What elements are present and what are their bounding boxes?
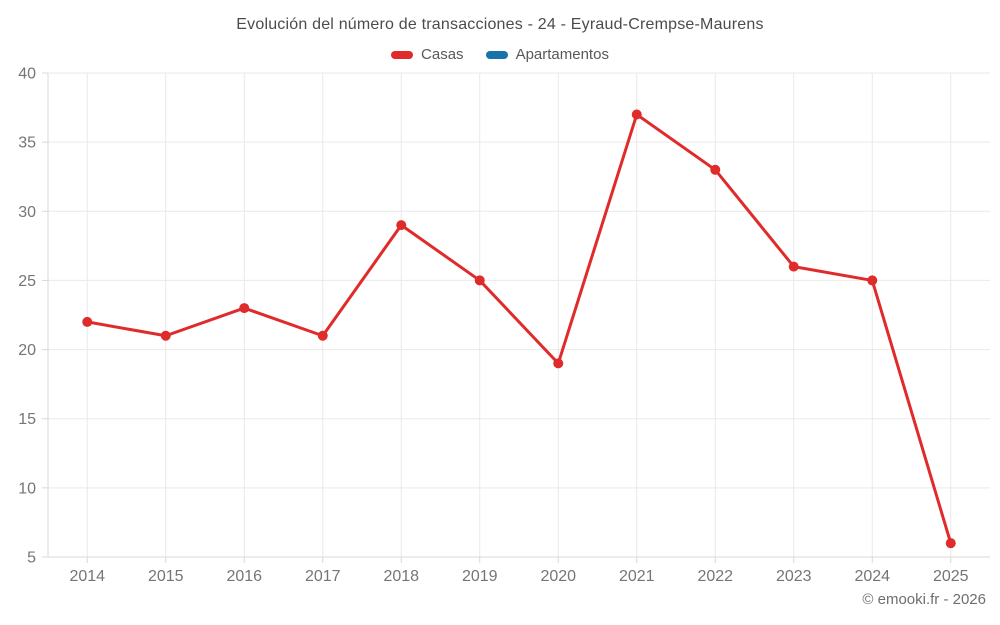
svg-text:2015: 2015	[148, 568, 184, 585]
svg-text:2025: 2025	[933, 568, 969, 585]
svg-text:2021: 2021	[619, 568, 655, 585]
legend-swatch-apartamentos	[485, 50, 508, 59]
legend-item-apartamentos[interactable]: Apartamentos	[485, 46, 609, 63]
svg-text:2019: 2019	[462, 568, 498, 585]
svg-text:30: 30	[18, 204, 36, 221]
svg-text:2020: 2020	[540, 568, 576, 585]
svg-text:20: 20	[18, 342, 36, 359]
svg-text:2024: 2024	[854, 568, 890, 585]
chart-title: Evolución del número de transacciones - …	[236, 16, 764, 33]
svg-text:2014: 2014	[69, 568, 105, 585]
svg-text:10: 10	[18, 480, 36, 497]
svg-text:25: 25	[18, 273, 36, 290]
legend-label-apartamentos: Apartamentos	[515, 46, 609, 63]
svg-text:35: 35	[18, 135, 36, 152]
legend-swatch-casas	[391, 50, 414, 59]
legend-item-casas[interactable]: Casas	[391, 46, 464, 63]
svg-text:2023: 2023	[776, 568, 812, 585]
svg-text:2018: 2018	[383, 568, 419, 585]
copyright-credit: © emooki.fr - 2026	[862, 591, 986, 608]
svg-text:2022: 2022	[697, 568, 733, 585]
svg-text:15: 15	[18, 411, 36, 428]
svg-text:5: 5	[27, 550, 36, 567]
svg-text:2017: 2017	[305, 568, 341, 585]
svg-text:40: 40	[18, 66, 36, 83]
legend: Casas Apartamentos	[0, 46, 1000, 63]
svg-text:2016: 2016	[226, 568, 262, 585]
legend-label-casas: Casas	[421, 46, 464, 63]
